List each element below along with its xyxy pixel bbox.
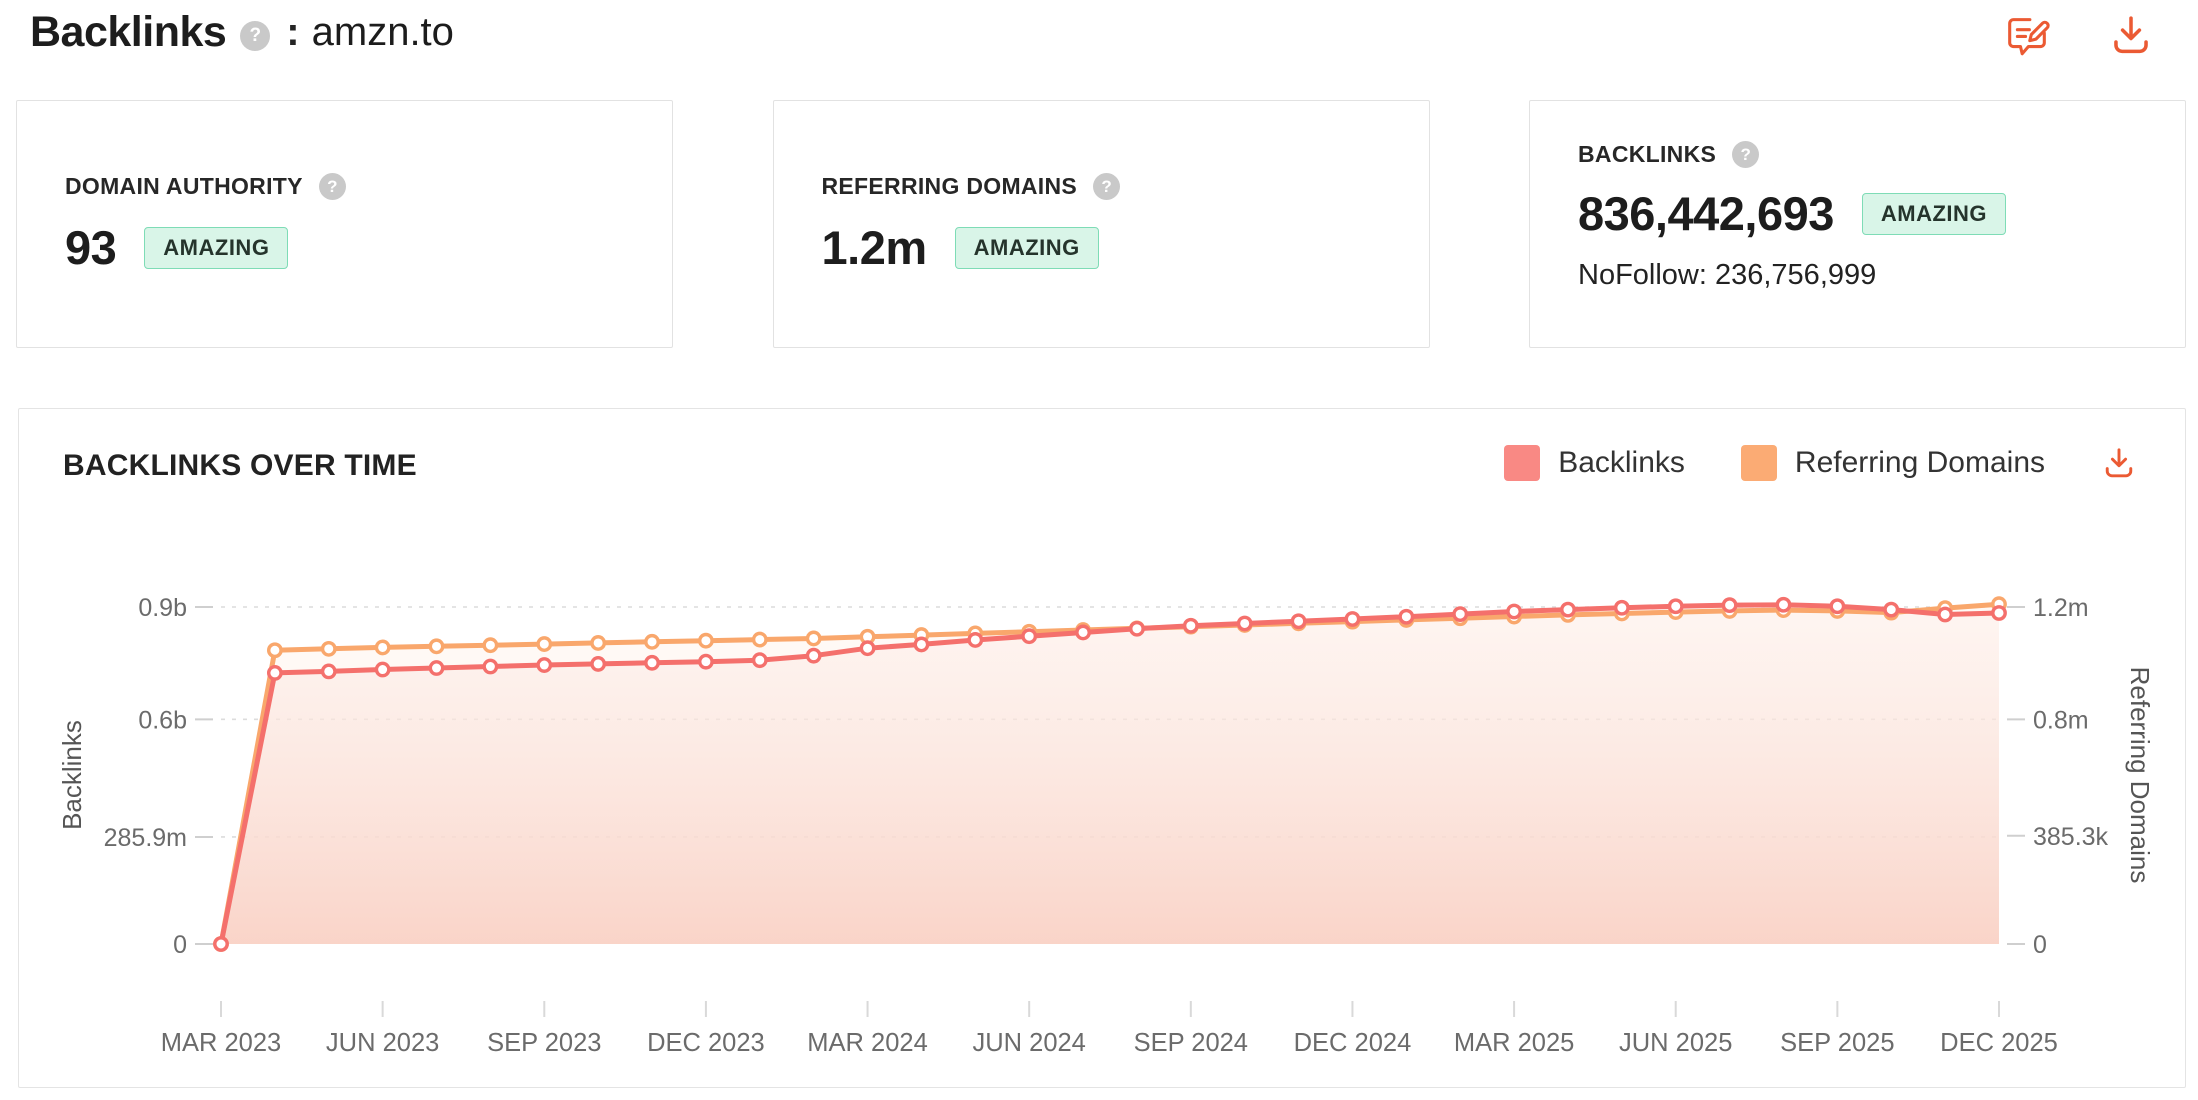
help-icon[interactable]: ? — [1732, 141, 1760, 168]
page-title: Backlinks — [30, 8, 227, 56]
svg-text:1.2m: 1.2m — [2033, 594, 2089, 622]
download-icon[interactable] — [2108, 12, 2154, 58]
domain-name: amzn.to — [311, 10, 454, 54]
domain-authority-value: 93 — [65, 221, 117, 274]
svg-text:0: 0 — [173, 931, 187, 959]
card-backlinks: BACKLINKS ? 836,442,693 AMAZING NoFollow… — [1529, 100, 2186, 348]
backlinks-over-time-panel: 0 285.9m 0.6b 0.9b 0 385.3k 0.8m 1.2m Backlinks R… — [18, 408, 2186, 1088]
legend-label: Referring Domains — [1794, 446, 2045, 479]
header-actions — [2002, 10, 2154, 60]
svg-text:JUN 2025: JUN 2025 — [1619, 1029, 1732, 1057]
chart-title: BACKLINKS OVER TIME — [63, 449, 417, 482]
status-badge: AMAZING — [144, 226, 289, 269]
svg-text:DEC 2024: DEC 2024 — [1294, 1029, 1412, 1057]
referring-domains-swatch — [1740, 445, 1777, 481]
svg-text:Referring Domains: Referring Domains — [2125, 667, 2155, 884]
status-badge: AMAZING — [1861, 192, 2007, 235]
card-label: DOMAIN AUTHORITY — [65, 173, 303, 199]
stat-cards-row: DOMAIN AUTHORITY ? 93 AMAZING REFERRING … — [16, 100, 2186, 348]
svg-text:SEP 2025: SEP 2025 — [1780, 1029, 1894, 1057]
help-icon[interactable]: ? — [1093, 173, 1121, 200]
svg-text:MAR 2025: MAR 2025 — [1454, 1029, 1574, 1057]
svg-text:385.3k: 385.3k — [2033, 823, 2109, 851]
svg-text:MAR 2024: MAR 2024 — [807, 1029, 927, 1057]
svg-text:SEP 2023: SEP 2023 — [487, 1029, 601, 1057]
help-icon[interactable]: ? — [240, 20, 271, 51]
legend-label: Backlinks — [1558, 446, 1685, 479]
card-domain-authority: DOMAIN AUTHORITY ? 93 AMAZING — [16, 100, 673, 348]
chart-download-icon[interactable] — [2101, 445, 2137, 481]
page-header: Backlinks ? : amzn.to — [30, 8, 454, 57]
svg-text:0.9b: 0.9b — [138, 594, 187, 622]
nofollow-count: NoFollow: 236,756,999 — [1578, 259, 1877, 291]
svg-text:JUN 2024: JUN 2024 — [972, 1029, 1085, 1057]
svg-text:0: 0 — [2033, 931, 2047, 959]
edit-report-icon[interactable] — [2002, 10, 2052, 60]
backlinks-chart: 0 285.9m 0.6b 0.9b 0 385.3k 0.8m 1.2m Backlinks R… — [57, 594, 2155, 1057]
referring-domains-value: 1.2m — [821, 221, 928, 274]
svg-text:DEC 2023: DEC 2023 — [647, 1029, 765, 1057]
card-label: REFERRING DOMAINS — [821, 173, 1078, 199]
legend-item-referring-domains[interactable]: Referring Domains — [1740, 445, 2045, 481]
chart-legend: Backlinks Referring Domains — [1504, 445, 2137, 481]
card-label: BACKLINKS — [1578, 141, 1717, 167]
backlinks-swatch — [1504, 445, 1541, 481]
svg-text:285.9m: 285.9m — [104, 824, 187, 852]
svg-text:SEP 2024: SEP 2024 — [1134, 1029, 1248, 1057]
svg-text:Backlinks: Backlinks — [57, 720, 87, 830]
backlinks-value: 836,442,693 — [1578, 187, 1834, 240]
title-separator: : — [286, 10, 300, 54]
help-icon[interactable]: ? — [318, 173, 346, 200]
svg-text:MAR 2023: MAR 2023 — [161, 1029, 281, 1057]
svg-text:JUN 2023: JUN 2023 — [326, 1029, 439, 1057]
card-referring-domains: REFERRING DOMAINS ? 1.2m AMAZING — [772, 100, 1430, 348]
legend-item-backlinks[interactable]: Backlinks — [1504, 445, 1685, 481]
svg-text:0.6b: 0.6b — [138, 706, 187, 734]
status-badge: AMAZING — [954, 226, 1099, 269]
svg-text:0.8m: 0.8m — [2033, 706, 2089, 734]
svg-text:DEC 2025: DEC 2025 — [1940, 1029, 2058, 1057]
